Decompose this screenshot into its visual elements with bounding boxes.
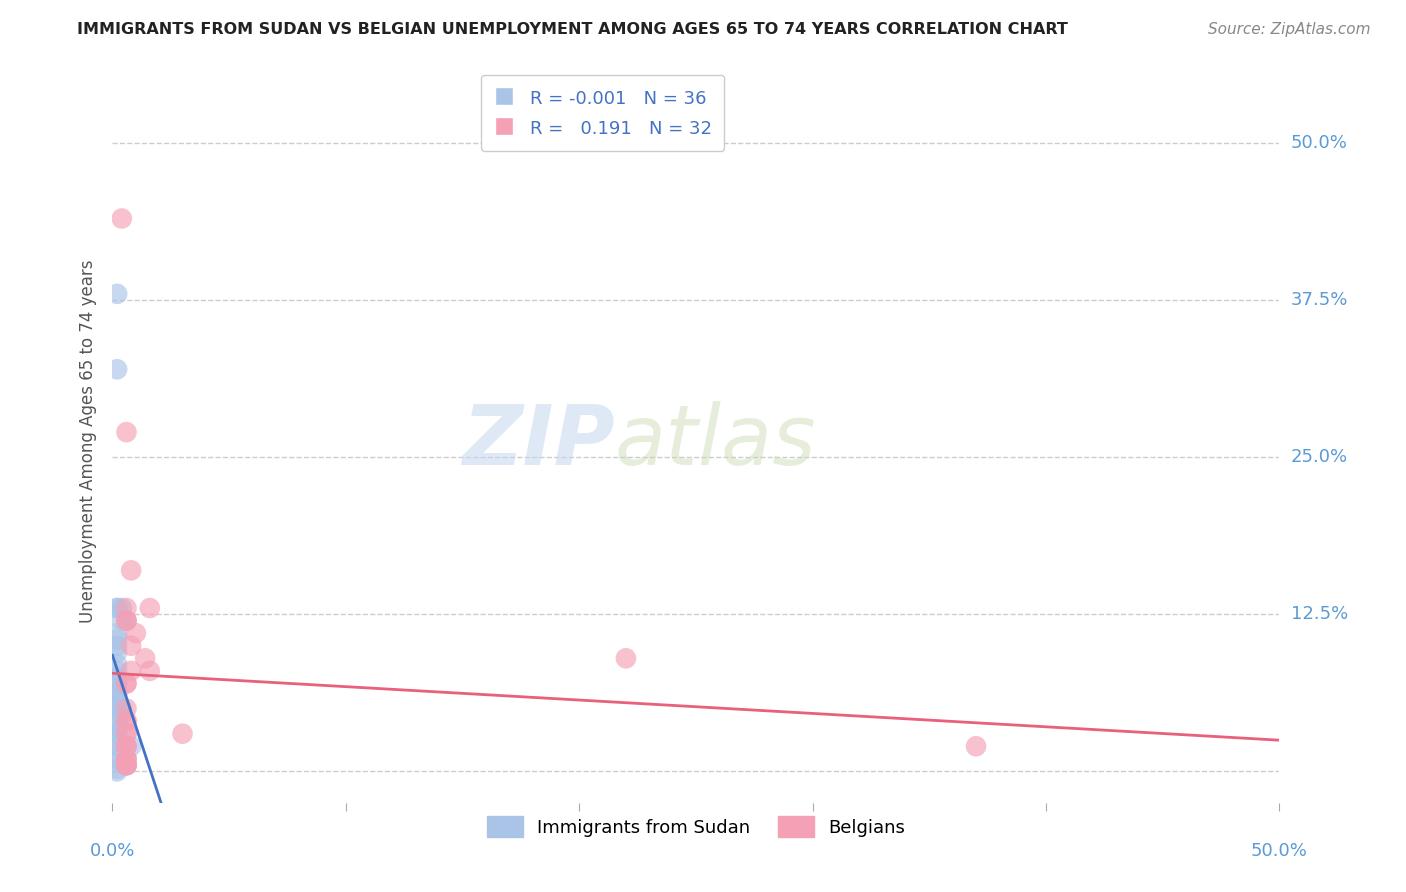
Point: [115, 714, 138, 728]
Point: [115, 701, 138, 715]
Point: [111, 707, 134, 722]
Point: [105, 657, 128, 672]
Point: [115, 614, 138, 628]
Text: atlas: atlas: [614, 401, 815, 482]
Point: [115, 614, 138, 628]
Point: [134, 651, 156, 665]
Point: [139, 664, 162, 678]
Point: [111, 701, 134, 715]
Point: [105, 733, 128, 747]
Point: [105, 739, 128, 754]
Point: [105, 673, 128, 688]
Point: [105, 724, 128, 739]
Point: [115, 758, 138, 772]
Point: [105, 676, 128, 690]
Text: 50.0%: 50.0%: [1291, 134, 1347, 153]
Text: 12.5%: 12.5%: [1291, 606, 1348, 624]
Text: 0.0%: 0.0%: [90, 842, 135, 860]
Point: [614, 651, 637, 665]
Text: IMMIGRANTS FROM SUDAN VS BELGIAN UNEMPLOYMENT AMONG AGES 65 TO 74 YEARS CORRELAT: IMMIGRANTS FROM SUDAN VS BELGIAN UNEMPLO…: [77, 22, 1069, 37]
Point: [115, 758, 138, 772]
Point: [115, 758, 138, 772]
Point: [115, 739, 138, 754]
Point: [115, 676, 138, 690]
Point: [115, 601, 138, 615]
Point: [115, 676, 138, 690]
Point: [105, 689, 128, 703]
Text: Source: ZipAtlas.com: Source: ZipAtlas.com: [1208, 22, 1371, 37]
Point: [115, 758, 138, 772]
Point: [115, 758, 138, 772]
Point: [115, 727, 138, 741]
Point: [105, 286, 128, 301]
Point: [105, 626, 128, 640]
Point: [105, 686, 128, 700]
Point: [105, 670, 128, 684]
Point: [105, 682, 128, 697]
Legend: Immigrants from Sudan, Belgians: Immigrants from Sudan, Belgians: [479, 809, 912, 845]
Point: [105, 362, 128, 376]
Point: [115, 739, 138, 754]
Point: [105, 701, 128, 715]
Point: [115, 739, 138, 754]
Text: 50.0%: 50.0%: [1251, 842, 1308, 860]
Point: [120, 664, 142, 678]
Point: [111, 211, 134, 226]
Point: [120, 739, 142, 754]
Point: [105, 664, 128, 678]
Point: [120, 563, 142, 577]
Point: [172, 727, 194, 741]
Text: 25.0%: 25.0%: [1291, 449, 1348, 467]
Point: [105, 601, 128, 615]
Y-axis label: Unemployment Among Ages 65 to 74 years: Unemployment Among Ages 65 to 74 years: [79, 260, 97, 624]
Point: [105, 645, 128, 659]
Point: [105, 752, 128, 766]
Point: [105, 720, 128, 734]
Point: [105, 699, 128, 714]
Point: [105, 762, 128, 776]
Point: [965, 739, 987, 754]
Text: ZIP: ZIP: [461, 401, 614, 482]
Point: [105, 601, 128, 615]
Point: [120, 639, 142, 653]
Point: [139, 601, 162, 615]
Point: [115, 752, 138, 766]
Point: [115, 752, 138, 766]
Point: [105, 639, 128, 653]
Point: [105, 632, 128, 647]
Point: [115, 727, 138, 741]
Point: [115, 425, 138, 439]
Point: [105, 695, 128, 709]
Point: [105, 764, 128, 779]
Point: [111, 614, 134, 628]
Point: [105, 727, 128, 741]
Point: [115, 714, 138, 728]
Point: [115, 752, 138, 766]
Point: [125, 626, 148, 640]
Point: [105, 746, 128, 760]
Point: [111, 601, 134, 615]
Text: 37.5%: 37.5%: [1291, 291, 1348, 310]
Point: [115, 614, 138, 628]
Point: [105, 714, 128, 728]
